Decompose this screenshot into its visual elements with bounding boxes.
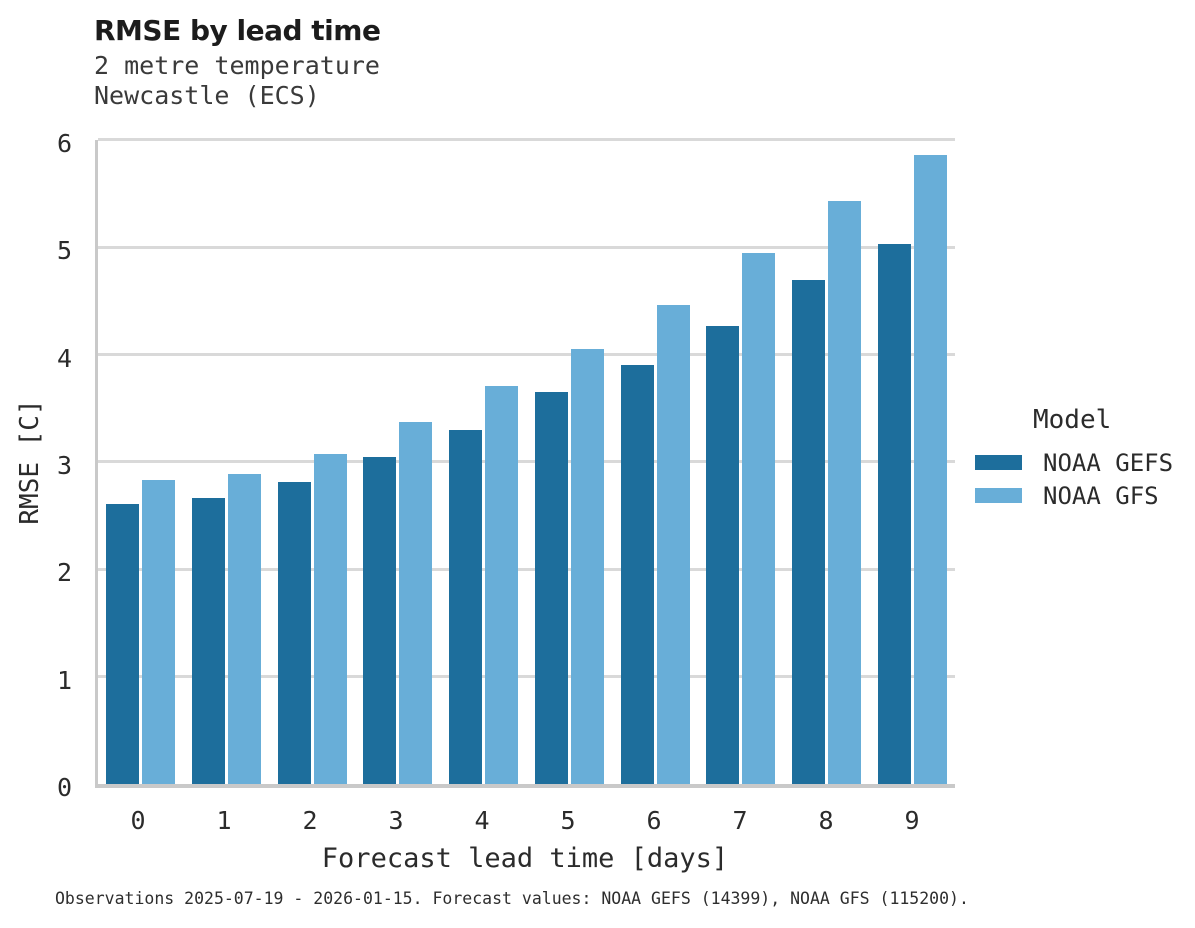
bar-noaa-gfs-lead-8: [827, 201, 861, 784]
gridline-y-4: [98, 353, 955, 356]
x-tick-0: 0: [130, 806, 146, 835]
legend-label: NOAA GFS: [1043, 481, 1159, 510]
y-tick-3: 3: [56, 451, 72, 480]
x-tick-5: 5: [560, 806, 576, 835]
gridline-y-6: [98, 138, 955, 141]
bar-group-lead-5: [527, 349, 613, 784]
bar-noaa-gfs-lead-0: [142, 480, 176, 784]
chart-subtitle-variable: 2 metre temperature: [94, 51, 380, 80]
x-tick-7: 7: [732, 806, 748, 835]
bar-noaa-gfs-lead-9: [913, 155, 947, 784]
y-tick-4: 4: [56, 344, 72, 373]
y-tick-6: 6: [56, 129, 72, 158]
bar-noaa-gefs-lead-4: [449, 430, 483, 784]
gridline-y-5: [98, 246, 955, 249]
bar-noaa-gefs-lead-0: [106, 504, 140, 784]
bar-noaa-gefs-lead-7: [706, 326, 740, 784]
bar-group-lead-7: [698, 253, 784, 784]
x-tick-1: 1: [216, 806, 232, 835]
bar-noaa-gefs-lead-8: [791, 280, 825, 784]
legend: Model NOAA GEFS NOAA GFS: [975, 405, 1190, 515]
x-tick-9: 9: [904, 806, 920, 835]
legend-label: NOAA GEFS: [1043, 448, 1174, 477]
x-tick-3: 3: [388, 806, 404, 835]
bar-group-lead-0: [98, 480, 184, 784]
gridline-y-2: [98, 568, 955, 571]
chart-subtitle-location: Newcastle (ECS): [94, 81, 320, 110]
x-axis-tick-labels: 0 1 2 3 4 5 6 7 8 9: [95, 806, 955, 835]
bar-noaa-gfs-lead-3: [399, 422, 433, 784]
legend-row-noaa-gefs: NOAA GEFS: [975, 448, 1190, 477]
legend-row-noaa-gfs: NOAA GFS: [975, 481, 1190, 510]
x-tick-8: 8: [818, 806, 834, 835]
y-tick-0: 0: [56, 773, 72, 802]
x-tick-2: 2: [302, 806, 318, 835]
bar-group-lead-3: [355, 422, 441, 784]
plot-area: [95, 138, 955, 788]
x-axis-title: Forecast lead time [days]: [321, 843, 729, 874]
bar-noaa-gfs-lead-7: [742, 253, 776, 784]
gridline-y-3: [98, 460, 955, 463]
bar-group-lead-2: [269, 454, 355, 784]
bar-noaa-gfs-lead-1: [228, 474, 262, 784]
x-tick-6: 6: [646, 806, 662, 835]
legend-swatch-noaa-gefs: [975, 455, 1022, 470]
y-tick-2: 2: [56, 558, 72, 587]
legend-title: Model: [1033, 405, 1112, 435]
bar-noaa-gefs-lead-2: [277, 482, 311, 784]
gridline-y-1: [98, 675, 955, 678]
bar-groups: [98, 140, 955, 784]
y-tick-5: 5: [56, 236, 72, 265]
bar-group-lead-9: [869, 155, 955, 784]
bar-noaa-gefs-lead-1: [192, 498, 226, 784]
bar-group-lead-4: [441, 386, 527, 784]
footer-caption: Observations 2025-07-19 - 2026-01-15. Fo…: [55, 889, 969, 908]
bar-noaa-gefs-lead-6: [620, 365, 654, 784]
bar-group-lead-1: [184, 474, 270, 784]
bar-noaa-gefs-lead-5: [534, 392, 568, 784]
legend-swatch-noaa-gfs: [975, 488, 1022, 503]
bar-noaa-gfs-lead-2: [313, 454, 347, 784]
bar-noaa-gefs-lead-9: [877, 244, 911, 784]
bar-group-lead-6: [612, 305, 698, 784]
bar-noaa-gfs-lead-4: [485, 386, 519, 784]
bar-group-lead-8: [784, 201, 870, 784]
y-tick-1: 1: [56, 666, 72, 695]
bar-noaa-gfs-lead-6: [656, 305, 690, 784]
bar-noaa-gfs-lead-5: [570, 349, 604, 784]
chart-title: RMSE by lead time: [94, 14, 381, 47]
bar-noaa-gefs-lead-3: [363, 457, 397, 784]
x-tick-4: 4: [474, 806, 490, 835]
legend-entries: NOAA GEFS NOAA GFS: [975, 448, 1190, 510]
